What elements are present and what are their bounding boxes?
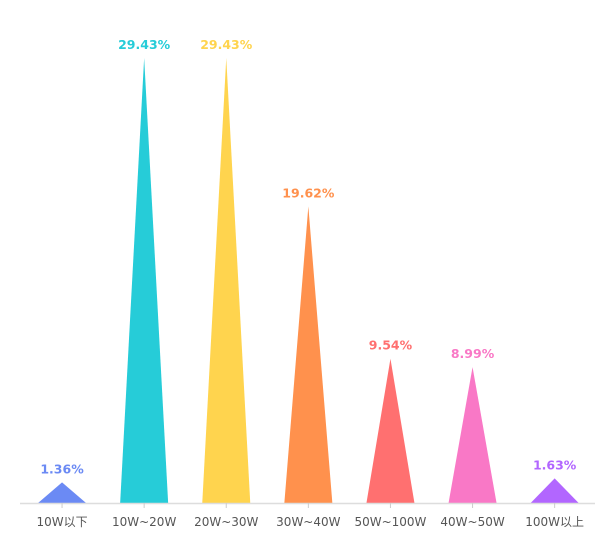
data-label: 1.36% [40, 461, 84, 476]
data-label: 19.62% [282, 185, 335, 200]
x-tick-label: 10W~20W [112, 515, 176, 529]
data-label: 8.99% [451, 346, 495, 361]
x-tick-label: 20W~30W [194, 515, 258, 529]
bar-triangle [120, 58, 169, 503]
data-label: 29.43% [118, 37, 171, 52]
data-label: 9.54% [369, 338, 413, 353]
bar-triangle [284, 206, 333, 504]
x-tick-label: 10W以下 [36, 515, 87, 529]
bar-triangle [448, 367, 497, 503]
bar-triangle [38, 482, 87, 503]
x-tick-label: 100W以上 [525, 515, 584, 529]
data-label: 1.63% [533, 457, 577, 472]
x-tick-label: 40W~50W [440, 515, 504, 529]
x-tick-label: 30W~40W [276, 515, 340, 529]
bar-triangle [366, 358, 415, 503]
x-tick-label: 50W~100W [354, 515, 426, 529]
bar-triangle [202, 58, 251, 503]
bar-triangle [530, 478, 579, 503]
data-label: 29.43% [200, 37, 253, 52]
